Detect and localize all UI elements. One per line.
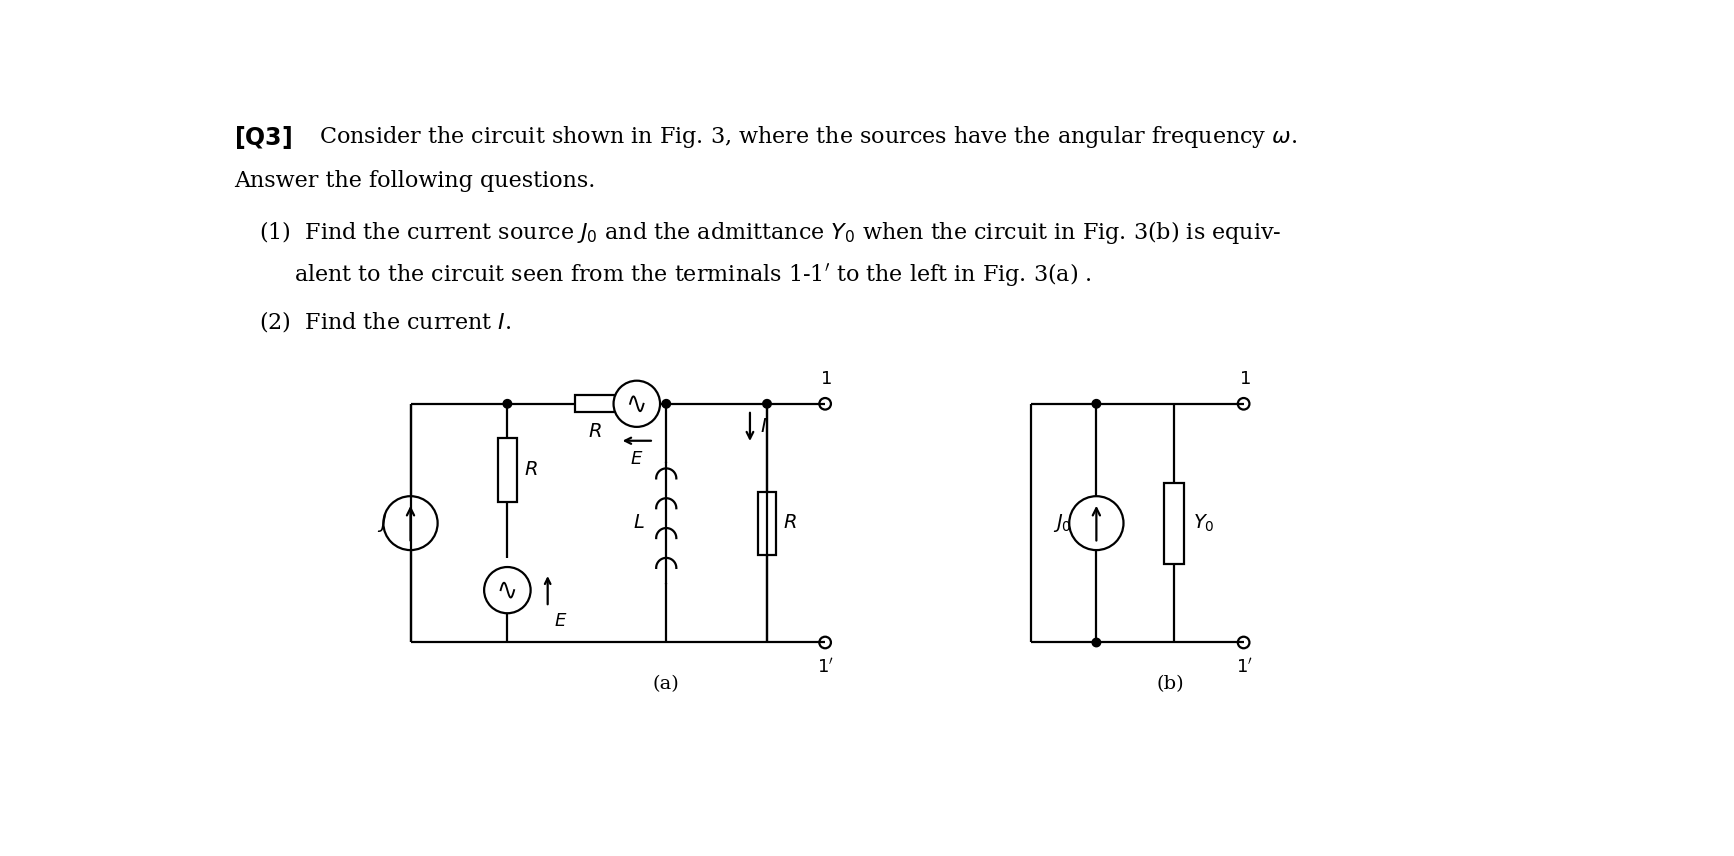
Bar: [574, 395, 616, 413]
Bar: [498, 438, 517, 502]
Circle shape: [484, 567, 531, 613]
Text: $L$: $L$: [633, 514, 645, 532]
Text: $E$: $E$: [553, 612, 567, 630]
Text: (a): (a): [654, 675, 680, 693]
Circle shape: [503, 400, 512, 408]
Text: $\bf{[Q3]}$: $\bf{[Q3]}$: [234, 124, 291, 152]
Text: $J_0$: $J_0$: [1053, 512, 1072, 534]
Bar: [758, 491, 775, 555]
Text: Consider the circuit shown in Fig. 3, where the sources have the angular frequen: Consider the circuit shown in Fig. 3, wh…: [319, 124, 1297, 151]
Text: $E$: $E$: [629, 450, 643, 468]
Circle shape: [1092, 400, 1101, 408]
Circle shape: [614, 381, 661, 427]
Text: (1)  Find the current source $J_0$ and the admittance $Y_0$ when the circuit in : (1) Find the current source $J_0$ and th…: [260, 219, 1281, 246]
Text: $Y_0$: $Y_0$: [1193, 513, 1216, 534]
Text: $1'$: $1'$: [1236, 658, 1254, 677]
Text: $R$: $R$: [524, 461, 538, 479]
Circle shape: [1092, 639, 1101, 647]
Text: $R$: $R$: [784, 514, 798, 532]
Text: Answer the following questions.: Answer the following questions.: [234, 170, 595, 193]
Text: $1$: $1$: [820, 371, 832, 389]
Text: $1'$: $1'$: [817, 658, 834, 677]
Text: $R$: $R$: [588, 423, 602, 441]
Text: (b): (b): [1157, 675, 1184, 693]
Text: $J$: $J$: [376, 512, 387, 534]
Bar: [1164, 483, 1184, 563]
Text: $1$: $1$: [1238, 371, 1250, 389]
Text: (2)  Find the current $I$.: (2) Find the current $I$.: [260, 309, 512, 334]
Circle shape: [662, 400, 671, 408]
Text: $I$: $I$: [759, 418, 766, 436]
Circle shape: [763, 400, 772, 408]
Text: alent to the circuit seen from the terminals 1-1$'$ to the left in Fig. 3(a) .: alent to the circuit seen from the termi…: [295, 261, 1092, 288]
